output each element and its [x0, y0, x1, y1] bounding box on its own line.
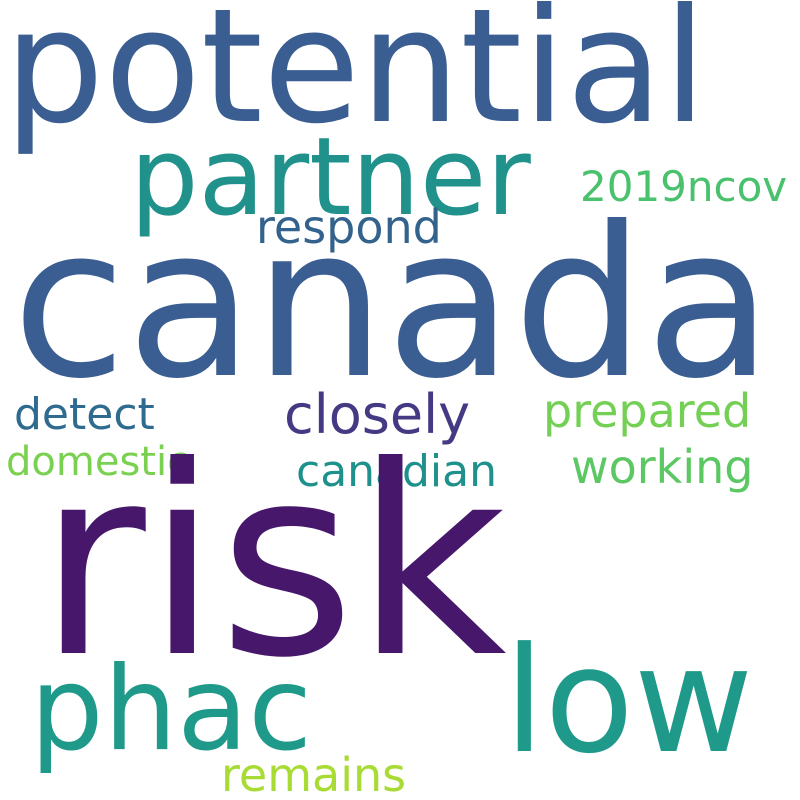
word-phac: phac	[30, 642, 313, 777]
word-potential: potential	[4, 0, 707, 159]
word-prepared: prepared	[543, 384, 752, 438]
word-low: low	[504, 616, 754, 786]
word-respond: respond	[256, 200, 442, 254]
word-canadian: canadian	[296, 446, 498, 497]
word-risk: risk	[38, 410, 507, 715]
word-detect: detect	[14, 389, 155, 440]
word-canada: canada	[12, 183, 773, 425]
word-domestic: domestic	[6, 439, 190, 485]
word-remains: remains	[221, 748, 407, 800]
word-working: working	[571, 440, 754, 494]
word-closely: closely	[284, 383, 471, 446]
word-partner: partner	[130, 115, 531, 240]
word-2019ncov: 2019ncov	[580, 162, 788, 211]
